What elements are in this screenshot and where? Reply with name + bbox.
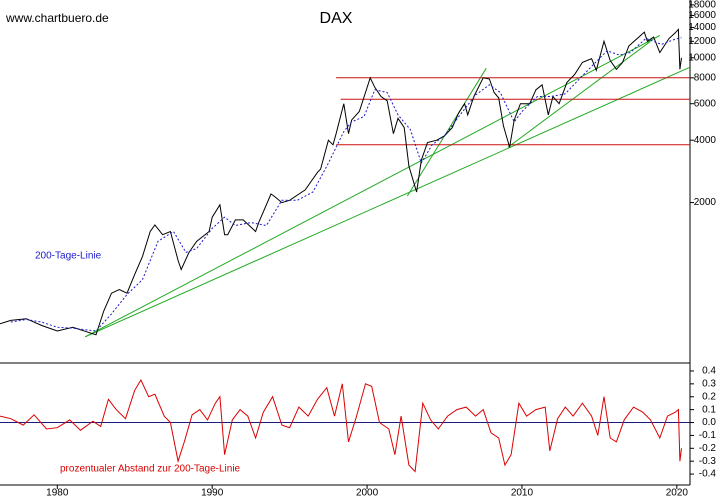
chart-title: DAX xyxy=(320,10,353,27)
y-tick-label: 0.2 xyxy=(702,391,716,402)
series-line xyxy=(0,378,682,473)
y-tick-label: 8000 xyxy=(694,72,717,83)
y-tick-label: 0.1 xyxy=(702,404,716,415)
y-tick-label: 4000 xyxy=(694,135,717,146)
trend-line xyxy=(84,66,691,338)
y-tick-label: 0.0 xyxy=(702,417,716,428)
series-line xyxy=(0,28,682,336)
y-tick-label: 14000 xyxy=(688,22,716,33)
y-tick-label: 16000 xyxy=(688,10,716,21)
x-tick-label: 2020 xyxy=(666,488,689,499)
y-tick-label: 2000 xyxy=(694,197,717,208)
y-tick-label: 0.3 xyxy=(702,378,716,389)
x-tick-label: 2000 xyxy=(356,488,379,499)
legend-entry: 200-Tage-Linie xyxy=(35,251,102,262)
y-tick-label: 10000 xyxy=(688,52,716,63)
x-tick-label: 1980 xyxy=(46,488,69,499)
y-tick-label: 12000 xyxy=(688,36,716,47)
y-tick-label: 0.4 xyxy=(702,366,716,377)
legend-entry: prozentualer Abstand zur 200-Tage-Linie xyxy=(60,464,241,475)
y-tick-label: 18000 xyxy=(688,0,716,11)
y-tick-label: -0.1 xyxy=(699,430,717,441)
y-tick-label: -0.2 xyxy=(699,443,717,454)
watermark: www.chartbuero.de xyxy=(5,11,109,25)
x-tick-label: 2010 xyxy=(511,488,534,499)
y-tick-label: -0.4 xyxy=(699,469,717,480)
y-tick-label: 6000 xyxy=(694,98,717,109)
trend-line xyxy=(507,40,651,148)
trend-line xyxy=(84,35,661,338)
series-line xyxy=(10,37,682,332)
x-tick-label: 1990 xyxy=(201,488,224,499)
y-tick-label: -0.3 xyxy=(699,456,717,467)
